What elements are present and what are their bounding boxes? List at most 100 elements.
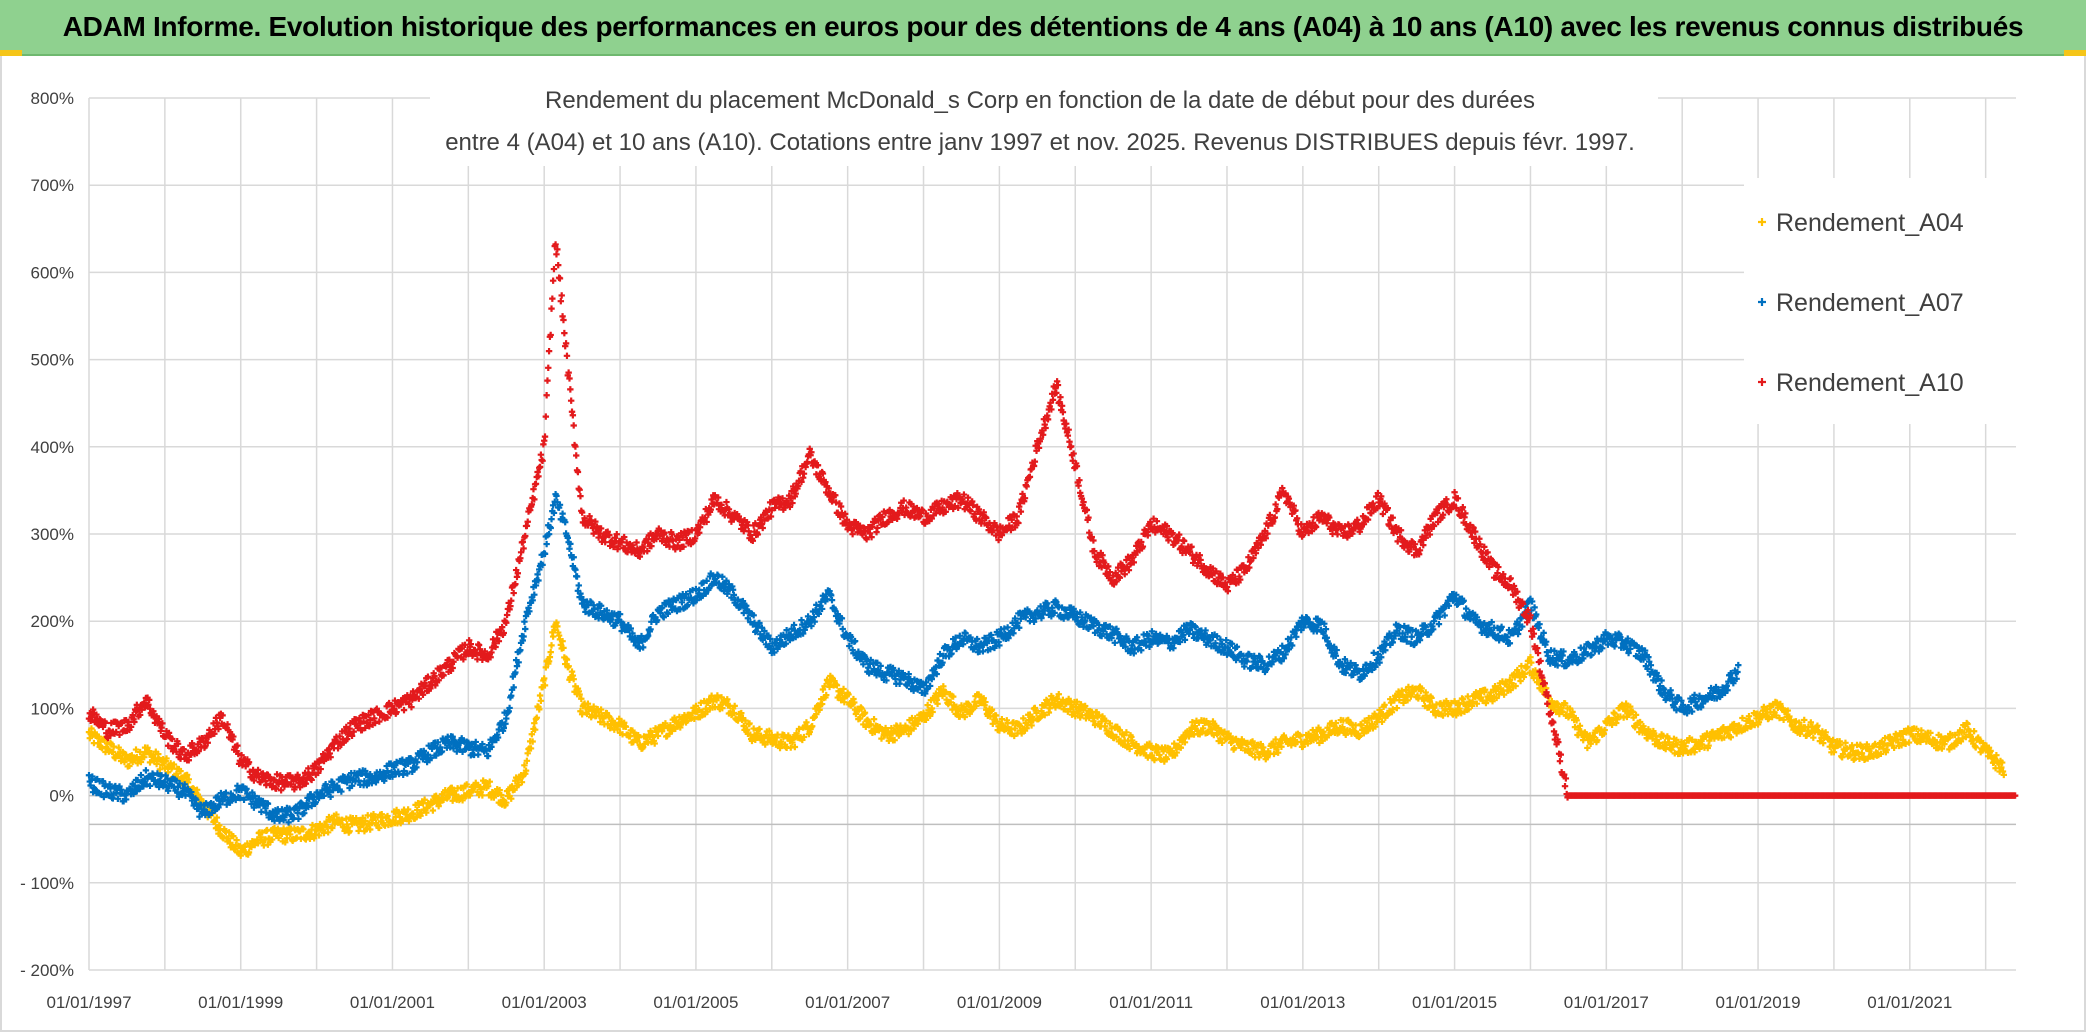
data-point [268,836,276,843]
data-point [678,599,686,606]
data-point [634,737,641,745]
data-point [1807,719,1815,726]
data-point [544,377,551,384]
data-point [130,790,137,798]
data-point [560,644,567,652]
data-point [662,720,669,727]
x-tick-label: 01/01/2003 [502,993,587,1012]
data-point [278,806,286,813]
data-point [1927,729,1934,737]
data-point [534,571,541,578]
data-point [808,622,815,630]
data-point [818,700,826,708]
data-point [744,615,752,622]
data-point [494,734,502,741]
data-point [1126,745,1133,753]
data-point [309,821,316,829]
data-point [1791,723,1799,730]
data-point [133,788,141,795]
data-point [926,682,934,690]
x-tick-label: 01/01/2011 [1109,993,1193,1012]
x-tick-label: 01/01/1999 [198,993,283,1012]
series-Rendement_A07 [85,491,1742,826]
data-point [956,632,964,639]
data-point [1779,705,1786,712]
data-point [1055,691,1062,698]
data-point [285,819,292,826]
data-point [1964,720,1971,728]
data-point [791,743,799,751]
data-point [1020,715,1027,722]
data-point [809,722,816,730]
data-point [597,706,605,713]
data-point [948,650,955,657]
x-tick-label: 01/01/2009 [957,993,1042,1012]
data-point [961,713,968,721]
data-point [845,691,852,698]
x-tick-label: 01/01/2015 [1412,993,1497,1012]
data-point [1116,727,1123,734]
data-point [549,295,556,302]
data-point [776,744,784,752]
data-point [226,799,234,806]
data-point [1473,700,1481,707]
data-point [529,597,536,604]
data-point [258,829,266,836]
data-point [427,754,434,762]
data-point [1206,720,1213,728]
data-point [877,662,884,670]
data-point [99,778,107,785]
data-point [700,579,707,586]
data-point [567,397,575,404]
data-point [575,582,582,589]
data-point [936,650,944,658]
data-point [511,786,518,793]
data-point [1274,749,1282,756]
data-point [355,777,362,784]
data-point [236,794,244,802]
data-point [521,762,528,769]
data-point [1221,728,1228,735]
data-point [862,723,870,731]
data-point [836,620,843,627]
data-point [1691,749,1698,756]
data-point [498,719,506,726]
data-point [1102,717,1109,724]
data-point [1157,756,1165,763]
data-point [813,710,820,718]
data-point [484,752,492,760]
y-tick-label: 300% [31,525,74,544]
data-point [1601,726,1608,734]
data-point [522,767,530,774]
data-point [905,670,912,678]
data-point [1231,744,1238,752]
data-point [682,590,690,598]
y-tick-label: 600% [31,263,74,282]
data-point [547,524,554,532]
data-point [578,695,585,702]
data-point [823,691,830,699]
data-point [518,778,526,786]
data-point [742,717,749,724]
data-point [1248,750,1255,757]
data-point [132,746,140,753]
data-point [878,735,885,742]
data-point [547,648,554,656]
data-point [934,700,941,708]
y-tick-label: - 100% [20,874,74,893]
data-point [1665,739,1673,746]
data-point [550,265,558,273]
data-point [338,816,346,824]
data-point [432,792,440,800]
data-point [1918,727,1925,734]
data-point [905,730,912,738]
data-point [1041,711,1048,719]
data-point [1533,670,1540,677]
data-point [542,664,550,671]
data-point [1209,718,1217,725]
data-point [1061,705,1068,713]
data-point [616,611,624,618]
data-point [1113,733,1120,741]
data-point [432,752,440,759]
